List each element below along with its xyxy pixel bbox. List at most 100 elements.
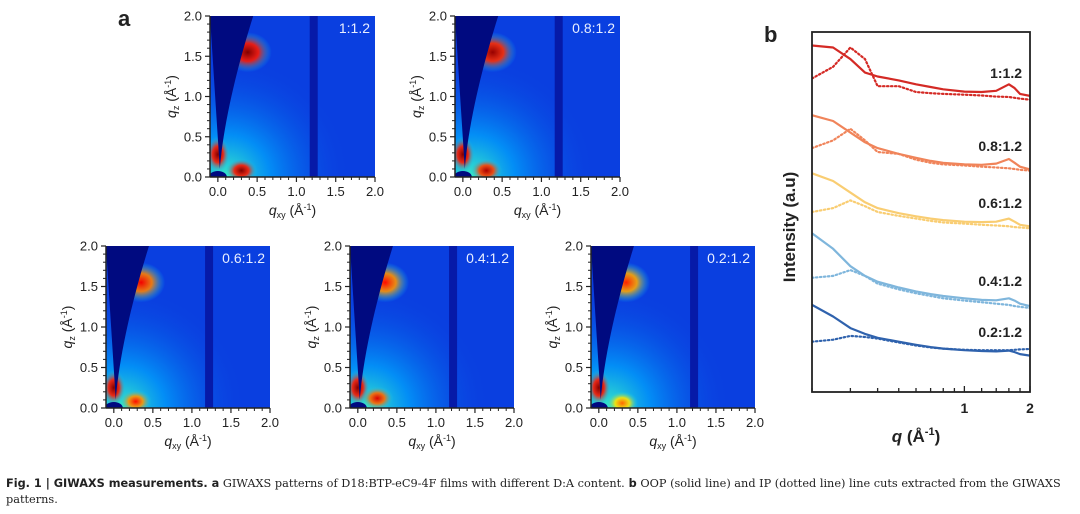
x-tick-label: 2.0	[505, 415, 523, 430]
x-tick-label: 0.0	[105, 415, 123, 430]
x-tick-label: 2.0	[746, 415, 764, 430]
y-tick-label: 0.5	[184, 129, 202, 144]
y-axis-label: qz (Å-1)	[544, 306, 562, 349]
y-tick-label: 1.5	[429, 49, 447, 64]
x-tick-label: 2	[1026, 400, 1034, 416]
y-tick-label: 0.0	[324, 401, 342, 416]
series-line-0-6-1-2-ip	[812, 199, 1030, 230]
x-tick-label: 0.5	[388, 415, 406, 430]
series-line-1-1-2-oop	[812, 44, 1030, 97]
series-label: 1:1.2	[990, 65, 1022, 81]
plot-frame	[811, 31, 1031, 393]
line-series-group	[812, 44, 1030, 357]
ratio-label: 0.2:1.2	[707, 250, 750, 266]
y-axis-label: qz (Å-1)	[59, 306, 77, 349]
x-tick-label: 0.0	[590, 415, 608, 430]
caption-title: GIWAXS measurements.	[53, 477, 208, 490]
ratio-label: 1:1.2	[339, 20, 370, 36]
series-line-0-4-1-2-oop	[812, 232, 1030, 308]
caption-a-label: a	[207, 477, 220, 490]
detector-gap	[554, 16, 563, 177]
giwaxs-panel-2: 0.0 0.5 1.0 1.5 2.0 0.0 0.5 1.0 1.5 2.0 qxy (Å-1) q…	[408, 9, 629, 221]
heatmap-area	[210, 16, 375, 177]
beamstop	[210, 171, 227, 177]
x-tick-label: 2.0	[611, 184, 629, 199]
diffraction-peak	[361, 386, 394, 408]
giwaxs-panel-4: 0.0 0.5 1.0 1.5 2.0 0.0 0.5 1.0 1.5 2.0 qxy (Å-1) q…	[303, 239, 523, 452]
heatmap-area	[591, 246, 755, 408]
series-line-0-8-1-2-oop	[812, 114, 1030, 171]
y-axis-label: qz (Å-1)	[303, 306, 321, 349]
detector-gap	[309, 16, 318, 177]
y-tick-label: 0.5	[565, 360, 583, 375]
heatmap-area	[455, 16, 620, 177]
series-label: 0.6:1.2	[978, 195, 1022, 211]
ratio-label: 0.4:1.2	[466, 250, 509, 266]
x-axis-label: qxy (Å-1)	[408, 433, 455, 451]
ratio-label: 0.6:1.2	[222, 250, 265, 266]
panel-a-label: a	[118, 6, 131, 31]
y-tick-label: 0.0	[565, 401, 583, 416]
y-tick-label: 1.5	[324, 279, 342, 294]
ratio-label: 0.8:1.2	[572, 20, 615, 36]
y-tick-label: 1.0	[565, 320, 583, 335]
diffraction-peak	[119, 389, 152, 408]
x-tick-label: 1.5	[572, 184, 590, 199]
x-tick-label: 0.5	[629, 415, 647, 430]
y-tick-label: 0.5	[80, 360, 98, 375]
y-tick-label: 2.0	[80, 239, 98, 254]
y-tick-label: 2.0	[565, 239, 583, 254]
series-label: 0.4:1.2	[978, 273, 1022, 289]
beamstop	[106, 402, 123, 408]
diffraction-peak	[606, 391, 639, 408]
detector-gap	[449, 246, 458, 408]
y-tick-label: 1.0	[429, 89, 447, 104]
missing-wedge	[350, 246, 393, 400]
series-line-0-2-1-2-ip	[812, 334, 1030, 352]
figure-canvas: 0.0 0.5 1.0 1.5 2.0 0.0 0.5 1.0 1.5 2.0 qxy (Å-1) q…	[59, 9, 1034, 452]
series-line-0-8-1-2-ip	[812, 127, 1030, 172]
diffraction-peak	[470, 158, 503, 177]
series-line-0-4-1-2-ip	[812, 269, 1030, 310]
caption-fig-label: Fig. 1 |	[6, 477, 54, 490]
x-tick-label: 0.5	[248, 184, 266, 199]
panel-b-label: b	[764, 22, 778, 47]
series-line-0-6-1-2-oop	[812, 172, 1030, 228]
caption-b-text: OOP (solid line) and IP (dotted line) li…	[6, 477, 1061, 506]
x-axis-label: qxy (Å-1)	[164, 433, 211, 451]
missing-wedge	[210, 16, 254, 169]
x-axis-label: qxy (Å-1)	[269, 202, 316, 220]
x-tick-label: 1.5	[466, 415, 484, 430]
heatmap-area	[350, 246, 514, 408]
caption-b-label: b	[624, 477, 637, 490]
beamstop	[591, 402, 608, 408]
heatmap-area	[106, 246, 270, 408]
x-tick-label: 1.5	[707, 415, 725, 430]
x-tick-label: 1.0	[287, 184, 305, 199]
x-tick-label: 0.0	[454, 184, 472, 199]
x-tick-label: 2.0	[261, 415, 279, 430]
giwaxs-panel-5: 0.0 0.5 1.0 1.5 2.0 0.0 0.5 1.0 1.5 2.0 qxy (Å-1) q…	[544, 239, 764, 452]
giwaxs-panel-3: 0.0 0.5 1.0 1.5 2.0 0.0 0.5 1.0 1.5 2.0 qxy (Å-1) q…	[59, 239, 279, 452]
y-axis-label: Intensity (a.u)	[780, 172, 799, 283]
y-axis-label: qz (Å-1)	[163, 75, 181, 118]
y-tick-label: 0.0	[80, 401, 98, 416]
x-tick-label: 0.0	[349, 415, 367, 430]
y-tick-label: 1.0	[324, 320, 342, 335]
detector-gap	[690, 246, 699, 408]
x-tick-label: 2.0	[366, 184, 384, 199]
missing-wedge	[455, 16, 499, 169]
x-axis-label: qxy (Å-1)	[514, 202, 561, 220]
detector-gap	[205, 246, 214, 408]
series-label: 0.8:1.2	[978, 138, 1022, 154]
x-tick-label: 1.0	[668, 415, 686, 430]
x-tick-label: 0.0	[209, 184, 227, 199]
x-axis-label: qxy (Å-1)	[649, 433, 696, 451]
y-tick-label: 0.5	[324, 360, 342, 375]
y-tick-label: 0.0	[429, 170, 447, 185]
caption-a-text: GIWAXS patterns of D18:BTP-eC9-4F films …	[219, 477, 625, 490]
beamstop	[350, 402, 367, 408]
x-tick-label: 0.5	[144, 415, 162, 430]
x-tick-label: 1.5	[222, 415, 240, 430]
x-tick-label: 1.0	[183, 415, 201, 430]
